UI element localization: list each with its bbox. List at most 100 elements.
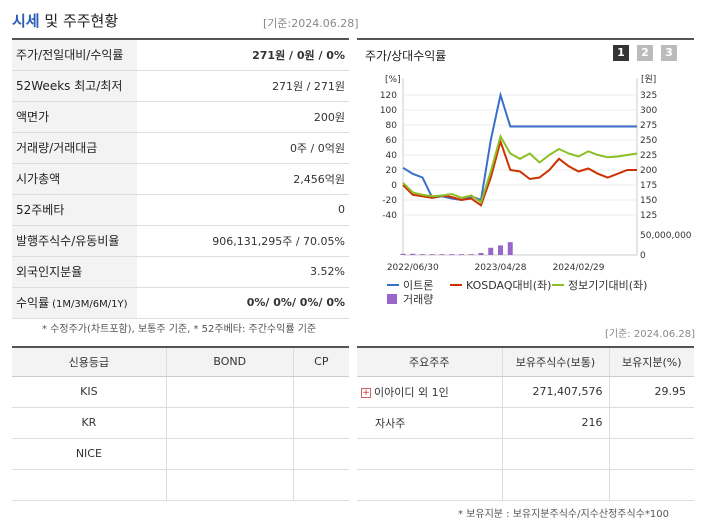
left-axis-unit: [%] <box>385 75 401 85</box>
series-line-2 <box>402 133 638 204</box>
credit-header: CP <box>292 347 349 377</box>
holders-table: 주요주주 보유주식수(보통) 보유지분(%) + 이아이디 외 1인 271,407,5… <box>357 346 694 501</box>
price-value: 2,456억원 <box>137 163 349 195</box>
left-tick-label: 40 <box>386 151 398 161</box>
holders-header: 보유주식수(보통) <box>501 347 609 377</box>
price-label: 주가/전일대비/수익률 <box>12 39 137 71</box>
price-value-strong: 271 <box>252 48 276 62</box>
holder-shares <box>501 438 609 470</box>
price-row: 52주베타 0 <box>12 194 349 226</box>
credit-cell: NICE <box>12 438 167 470</box>
price-date: [기준:2024.06.28] <box>263 17 359 30</box>
credit-header: BOND <box>165 347 294 377</box>
holder-name-cell: 자사주 <box>357 407 502 439</box>
volume-tick-label: 50,000,000 <box>640 231 692 241</box>
price-label: 외국인지분율 <box>12 256 137 288</box>
right-tick-label: 125 <box>640 211 657 221</box>
left-tick-label: 0 <box>391 181 397 191</box>
right-tick-label: 150 <box>640 196 657 206</box>
price-label: 액면가 <box>12 101 137 133</box>
holder-pct <box>608 469 694 501</box>
price-row: 외국인지분율 3.52% <box>12 256 349 288</box>
volume-bar <box>507 242 513 255</box>
right-tick-label: 225 <box>640 151 657 161</box>
price-row: 52Weeks 최고/최저 271원 / 271원 <box>12 70 349 102</box>
credit-cell: KR <box>12 407 167 439</box>
holder-pct: 29.95 <box>608 376 694 408</box>
holder-shares <box>501 469 609 501</box>
price-label: 52주베타 <box>12 194 137 226</box>
legend-label: 거래량 <box>403 293 433 306</box>
credit-cell <box>12 469 167 501</box>
price-value: 200원 <box>137 101 349 133</box>
credit-cell <box>292 469 349 501</box>
credit-row: KR <box>12 407 349 439</box>
credit-cell <box>292 376 349 408</box>
holder-pct <box>608 407 694 439</box>
price-table: 주가/전일대비/수익률 271원 / 0원 / 0% 52Weeks 최고/최저 27… <box>12 38 349 319</box>
volume-bar <box>488 247 494 255</box>
volume-bar <box>449 254 455 255</box>
left-tick-label: -20 <box>382 196 397 206</box>
volume-zero-label: 0 <box>640 251 646 261</box>
price-label: 거래량/거래대금 <box>12 132 137 164</box>
credit-cell <box>165 407 294 439</box>
chart-page-2-button[interactable]: 2 <box>637 45 653 61</box>
right-axis-unit: [원] <box>641 74 656 85</box>
left-tick-label: -40 <box>382 211 397 221</box>
price-value: 0 <box>137 194 349 226</box>
price-value: 3.52% <box>137 256 349 288</box>
holders-note: * 보유지분 : 보유지분주식수/지수산정주식수*100 <box>458 509 669 520</box>
right-tick-label: 275 <box>640 121 657 131</box>
section-title: 시세 및 주주현황 <box>12 12 119 30</box>
volume-bar <box>410 253 416 255</box>
volume-bar <box>498 245 503 255</box>
left-tick-label: 60 <box>386 136 398 146</box>
holder-name: 자사주 <box>375 416 406 430</box>
credit-row <box>12 469 349 501</box>
price-value: 271원 / 271원 <box>137 70 349 102</box>
right-tick-label: 300 <box>640 106 657 116</box>
price-row: 주가/전일대비/수익률 271원 / 0원 / 0% <box>12 39 349 71</box>
chart-page-3-button[interactable]: 3 <box>661 45 677 61</box>
credit-cell <box>292 407 349 439</box>
credit-cell <box>165 376 294 408</box>
price-row: 시가총액 2,456억원 <box>12 163 349 195</box>
holder-pct <box>608 438 694 470</box>
expand-plus-icon[interactable]: + <box>361 387 371 398</box>
credit-header: 신용등급 <box>12 347 167 377</box>
right-tick-label: 200 <box>640 166 657 176</box>
holders-header: 주요주주 <box>357 347 502 377</box>
holder-shares: 271,407,576 <box>501 376 609 408</box>
price-row: 거래량/거래대금 0주 / 0억원 <box>12 132 349 164</box>
chart-title: 주가/상대수익률 <box>365 49 447 63</box>
x-tick-label: 2023/04/28 <box>475 263 527 273</box>
credit-table: 신용등급 BOND CP KIS KR NICE <box>12 346 349 501</box>
price-label: 52Weeks 최고/최저 <box>12 70 137 102</box>
x-tick-label: 2024/02/29 <box>553 263 605 273</box>
holder-name-cell <box>357 438 502 470</box>
volume-bar <box>429 254 435 255</box>
holder-row: 자사주 216 <box>357 407 694 439</box>
price-row: 액면가 200원 <box>12 101 349 133</box>
holder-name-cell[interactable]: + 이아이디 외 1인 <box>357 376 502 408</box>
holder-name: 이아이디 외 1인 <box>374 385 449 399</box>
legend-label: 이트론 <box>403 279 433 292</box>
volume-bar <box>439 254 445 255</box>
series-line-0 <box>402 91 637 202</box>
legend-label: KOSDAQ대비(좌) <box>466 279 551 292</box>
right-tick-label: 250 <box>640 136 657 146</box>
volume-bar <box>459 254 464 255</box>
right-tick-label: 325 <box>640 91 657 101</box>
holder-row <box>357 469 694 501</box>
chart-page-1-button[interactable]: 1 <box>613 45 629 61</box>
price-label: 시가총액 <box>12 163 137 195</box>
volume-bar <box>468 254 474 255</box>
left-tick-label: 20 <box>386 166 398 176</box>
price-value: 271원 / 0원 / 0% <box>137 39 349 71</box>
price-note: * 수정주가(차트포함), 보통주 기준, * 52주베타: 주간수익률 기준 <box>42 324 317 335</box>
price-value: 906,131,295주 / 70.05% <box>137 225 349 257</box>
holder-shares: 216 <box>501 407 609 439</box>
credit-cell <box>292 438 349 470</box>
legend-label: 정보기기대비(좌) <box>568 279 647 292</box>
